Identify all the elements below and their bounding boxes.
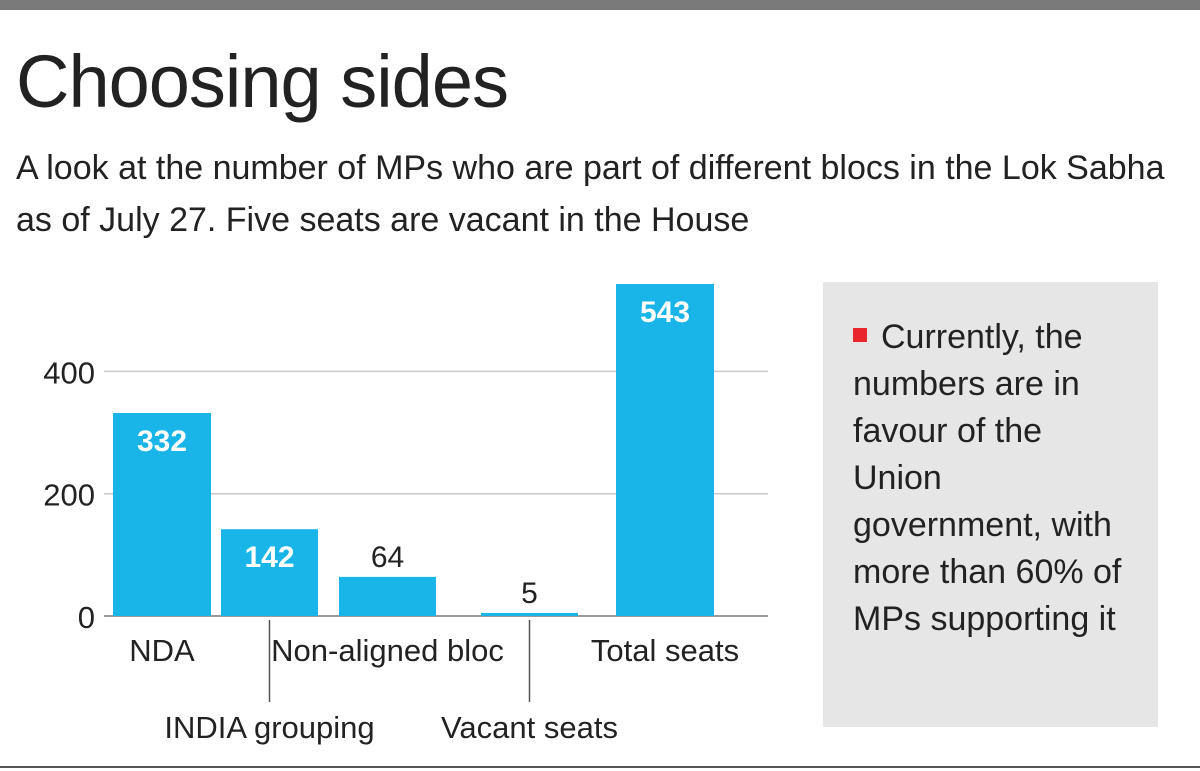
top-bar — [0, 0, 1200, 10]
side-note-text: Currently, the numbers are in favour of … — [853, 314, 1138, 643]
bar-vacant-seats — [481, 612, 578, 616]
data-label: 543 — [640, 296, 690, 329]
chart-subtitle: A look at the number of MPs who are part… — [16, 149, 1165, 239]
category-label: Vacant seats — [441, 710, 618, 745]
category-label: INDIA grouping — [164, 710, 374, 745]
red-square-bullet-icon — [853, 328, 867, 342]
category-label: Total seats — [591, 633, 739, 668]
category-label: Non-aligned bloc — [271, 633, 504, 668]
data-label: 64 — [371, 541, 404, 574]
y-tick-layer: 0 200 400 — [43, 355, 95, 635]
category-label-layer: NDA INDIA grouping Non-aligned bloc Vacant … — [129, 620, 739, 745]
side-note-box: Currently, the numbers are in favour of … — [823, 282, 1158, 727]
chart-title: Choosing sides — [16, 40, 509, 123]
bar-layer — [113, 284, 714, 616]
y-tick-label: 200 — [43, 478, 95, 513]
bar-chart: 0 200 400 332 142 64 5 543 NDA INDIA grouping No… — [43, 284, 768, 745]
bottom-rule — [0, 766, 1200, 768]
y-tick-label: 400 — [43, 355, 95, 390]
data-label: 142 — [244, 541, 294, 574]
bar-non-aligned-bloc — [339, 576, 436, 616]
data-label: 5 — [521, 577, 538, 610]
bar-india-grouping — [221, 529, 318, 616]
data-label: 332 — [137, 425, 187, 458]
y-tick-label: 0 — [78, 600, 95, 635]
bar-total-seats — [616, 284, 714, 616]
data-label-layer: 332 142 64 5 543 — [137, 296, 690, 610]
category-label: NDA — [129, 633, 195, 668]
bar-nda — [113, 413, 211, 616]
side-note-body: Currently, the numbers are in favour of … — [853, 318, 1122, 638]
